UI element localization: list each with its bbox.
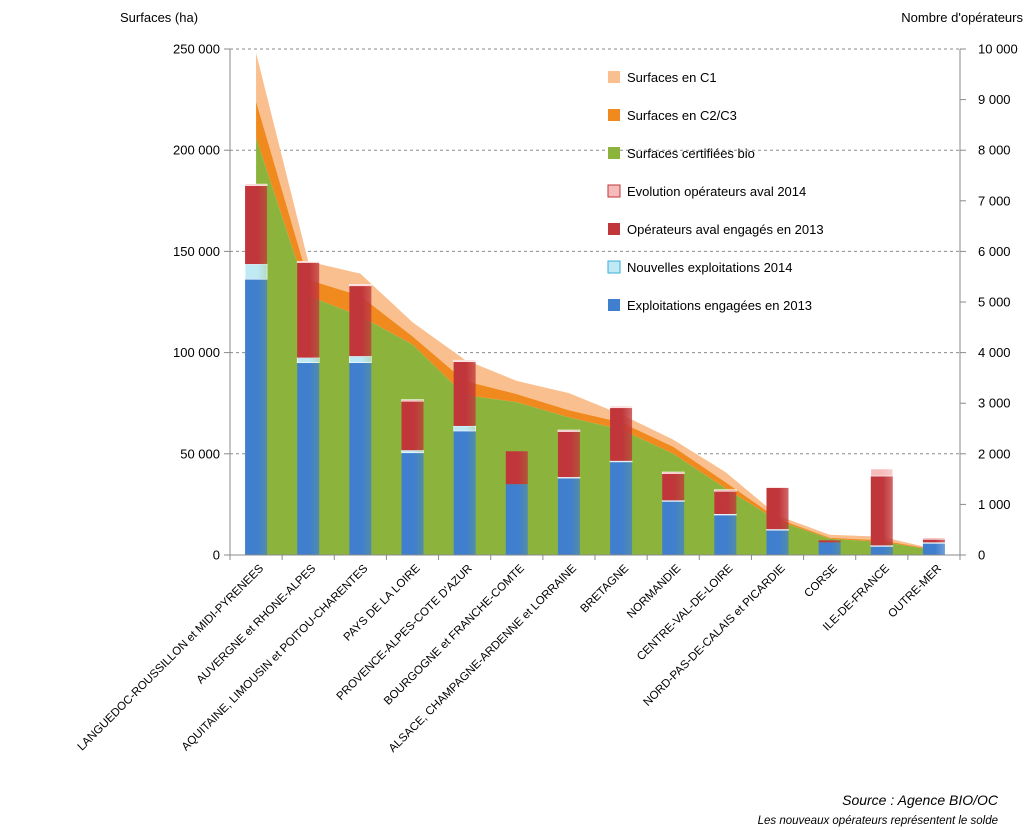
- bar-operateurs-aval-engages-en-2013: [870, 476, 893, 546]
- y-right-tick-label: 10 000: [978, 42, 1018, 57]
- bar-evolution-operateurs-aval-2014: [296, 261, 320, 263]
- legend-swatch-evolution-operateurs-aval-2014: [607, 184, 621, 198]
- bar-evolution-operateurs-aval-2014: [244, 183, 268, 186]
- x-tick-label: CENTRE-VAL-DE-LOIRE: [635, 562, 736, 663]
- bar-operateurs-aval-engages-en-2013: [610, 407, 633, 461]
- bar-evolution-operateurs-aval-2014: [557, 429, 581, 432]
- bar-nouvelles-exploitations-2014: [557, 476, 581, 479]
- legend-swatch-surfaces-certifiees-bio: [608, 147, 620, 159]
- bar-operateurs-aval-engages-en-2013: [401, 401, 424, 451]
- y-right-tick-label: 8 000: [978, 143, 1011, 158]
- bar-nouvelles-exploitations-2014: [296, 357, 320, 364]
- area-surfaces-certifiees-bio: [256, 138, 934, 555]
- x-tick-label: OUTRE-MER: [886, 563, 944, 621]
- y-left-axis-title: Surfaces (ha): [120, 10, 198, 25]
- legend-label-evolution-operateurs-aval-2014: Evolution opérateurs aval 2014: [627, 184, 806, 199]
- bar-operateurs-aval-engages-en-2013: [557, 431, 580, 478]
- bar-nouvelles-exploitations-2014: [453, 425, 476, 432]
- legend-label-surfaces-en-c2-c3: Surfaces en C2/C3: [627, 108, 737, 123]
- y-right-tick-label: 5 000: [978, 295, 1011, 310]
- x-tick-label: BRETAGNE: [579, 562, 632, 615]
- bar-exploitations-engagees-en-2013: [922, 542, 945, 555]
- bar-evolution-operateurs-aval-2014: [453, 359, 476, 363]
- y-left-tick-label: 0: [213, 548, 220, 563]
- bar-nouvelles-exploitations-2014: [661, 500, 685, 502]
- legend: Surfaces en C1 Surfaces en C2/C3 Surfaces …: [607, 70, 824, 313]
- x-tick-label: LANGUEDOC-ROUSSILLON et MIDI-PYRENEES: [76, 562, 267, 753]
- legend-swatch-nouvelles-exploitations-2014: [607, 260, 621, 274]
- source-note: Source : Agence BIO/OC: [842, 792, 998, 808]
- bar-operateurs-aval-engages-en-2013: [714, 491, 737, 515]
- bar-nouvelles-exploitations-2014: [870, 545, 894, 547]
- bar-operateurs-aval-engages-en-2013: [297, 262, 320, 358]
- bar-evolution-operateurs-aval-2014: [922, 537, 946, 540]
- legend-swatch-surfaces-en-c1: [608, 71, 620, 83]
- x-tick-label: CORSE: [802, 562, 840, 600]
- y-left-tick-label: 200 000: [173, 143, 220, 158]
- bar-operateurs-aval-engages-en-2013: [818, 540, 841, 543]
- y-right-tick-label: 2 000: [978, 446, 1011, 461]
- x-tick-label: ALSACE, CHAMPAGNE-ARDENNE et LORRAINE: [387, 562, 579, 754]
- legend-swatch-surfaces-en-c2-c3: [608, 109, 620, 121]
- legend-label-operateurs-aval-engages-en-2013: Opérateurs aval engagés en 2013: [627, 222, 824, 237]
- y-right-tick-label: 0: [978, 548, 985, 563]
- legend-label-surfaces-certifiees-bio: Surfaces certifiées bio: [627, 146, 755, 161]
- source-footnote: Les nouveaux opérateurs représentent le …: [757, 815, 998, 827]
- y-right-axis-title: Nombre d'opérateurs: [901, 10, 1023, 25]
- y-left-tick-label: 250 000: [173, 42, 220, 57]
- bar-operateurs-aval-engages-en-2013: [505, 451, 528, 485]
- bar-exploitations-engagees-en-2013: [349, 362, 372, 555]
- x-tick-label: AQUITAINE, LIMOUSIN et POITOU-CHARENTES: [180, 562, 371, 753]
- bar-exploitations-engagees-en-2013: [870, 545, 893, 555]
- y-left-tick-label: 150 000: [173, 244, 220, 259]
- bar-evolution-operateurs-aval-2014: [766, 486, 789, 489]
- x-tick-label: NORMANDIE: [625, 562, 683, 620]
- bar-nouvelles-exploitations-2014: [244, 263, 268, 280]
- bar-exploitations-engagees-en-2013: [297, 362, 320, 555]
- y-right-tick-label: 9 000: [978, 92, 1011, 107]
- bar-operateurs-aval-engages-en-2013: [245, 185, 268, 265]
- y-left-tick-label: 100 000: [173, 345, 220, 360]
- bar-exploitations-engagees-en-2013: [453, 431, 476, 555]
- bar-exploitations-engagees-en-2013: [766, 529, 789, 555]
- bar-operateurs-aval-engages-en-2013: [922, 539, 945, 543]
- bar-operateurs-aval-engages-en-2013: [453, 361, 476, 426]
- y-right-tick-label: 1 000: [978, 497, 1011, 512]
- y-right-tick-label: 3 000: [978, 396, 1011, 411]
- bar-operateurs-aval-engages-en-2013: [662, 473, 685, 501]
- bar-exploitations-engagees-en-2013: [818, 542, 841, 555]
- legend-label-surfaces-en-c1: Surfaces en C1: [627, 70, 717, 85]
- y-right-tick-label: 7 000: [978, 193, 1011, 208]
- legend-swatch-exploitations-engagees-en-2013: [608, 299, 620, 311]
- bar-exploitations-engagees-en-2013: [505, 484, 528, 555]
- bar-evolution-operateurs-aval-2014: [714, 489, 737, 492]
- bar-nouvelles-exploitations-2014: [609, 460, 633, 463]
- bar-exploitations-engagees-en-2013: [714, 514, 737, 555]
- bar-evolution-operateurs-aval-2014: [349, 283, 372, 287]
- bar-exploitations-engagees-en-2013: [557, 478, 580, 555]
- bar-evolution-operateurs-aval-2014: [609, 405, 633, 409]
- bar-operateurs-aval-engages-en-2013: [766, 487, 789, 530]
- bar-exploitations-engagees-en-2013: [610, 461, 633, 555]
- legend-label-exploitations-engagees-en-2013: Exploitations engagées en 2013: [627, 298, 812, 313]
- bar-nouvelles-exploitations-2014: [714, 513, 737, 516]
- area-surfaces-en-c2-c3: [256, 101, 934, 550]
- legend-swatch-operateurs-aval-engages-en-2013: [608, 223, 620, 235]
- y-right-tick-label: 4 000: [978, 345, 1011, 360]
- bar-nouvelles-exploitations-2014: [922, 542, 946, 544]
- bar-evolution-operateurs-aval-2014: [401, 399, 424, 402]
- bar-evolution-operateurs-aval-2014: [661, 471, 685, 474]
- bar-evolution-operateurs-aval-2014: [870, 468, 894, 477]
- bar-operateurs-aval-engages-en-2013: [349, 285, 372, 357]
- y-left-tick-label: 50 000: [180, 446, 220, 461]
- y-right-tick-label: 6 000: [978, 244, 1011, 259]
- bar-exploitations-engagees-en-2013: [245, 279, 268, 555]
- bar-nouvelles-exploitations-2014: [401, 449, 424, 454]
- bar-nouvelles-exploitations-2014: [349, 355, 372, 364]
- bar-nouvelles-exploitations-2014: [766, 528, 789, 531]
- bar-exploitations-engagees-en-2013: [401, 452, 424, 555]
- bar-exploitations-engagees-en-2013: [662, 501, 685, 555]
- legend-label-nouvelles-exploitations-2014: Nouvelles exploitations 2014: [627, 260, 793, 275]
